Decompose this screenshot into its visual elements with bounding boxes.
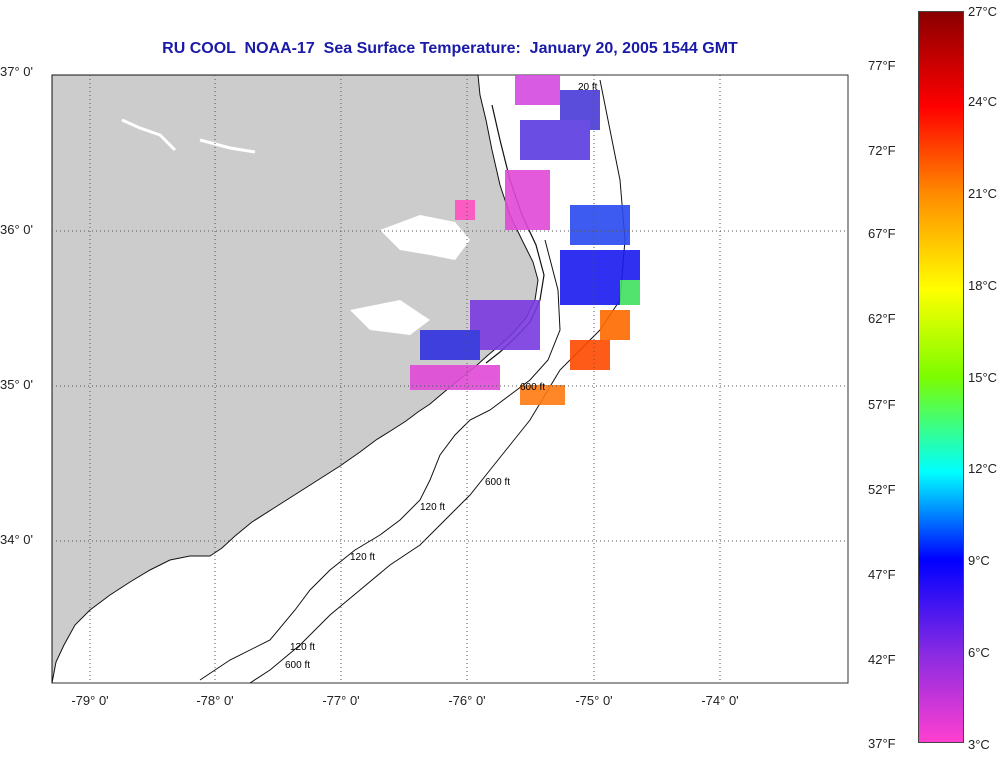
lon-label: -77° 0' [322,693,360,708]
isobath-label: 600 ft [485,477,510,488]
colorbar-celsius-label: 3°C [968,737,990,752]
colorbar-fahrenheit-label: 62°F [868,311,896,326]
colorbar-celsius-label: 24°C [968,94,998,109]
isobath-120 [199,239,561,681]
isobath-label: 120 ft [420,502,445,513]
lon-label: -75° 0' [575,693,613,708]
lon-label: -78° 0' [196,693,234,708]
colorbar-celsius-label: 15°C [968,370,998,385]
lon-label: -74° 0' [701,693,739,708]
isobath-label: 20 ft [578,82,598,93]
colorbar-fahrenheit-label: 57°F [868,397,896,412]
sound-inlet [380,215,470,260]
colorbar-celsius-label: 18°C [968,278,998,293]
colorbar-fahrenheit-label: 77°F [868,58,896,73]
lat-label: 36° 0' [0,222,33,237]
map-title: RU COOL NOAA-17 Sea Surface Temperature:… [162,40,738,57]
river [121,118,256,154]
colorbar-celsius-label: 9°C [968,553,990,568]
colorbar-celsius-label: 6°C [968,645,990,660]
lon-label: -76° 0' [448,693,486,708]
colorbar-fahrenheit-label: 72°F [868,143,896,158]
colorbar-fahrenheit-label: 67°F [868,226,896,241]
colorbar-fahrenheit-label: 37°F [868,736,896,751]
colorbar-fahrenheit-label: 42°F [868,652,896,667]
sst-data-layer [410,75,640,405]
isobath-label: 120 ft [290,642,315,653]
lat-label: 34° 0' [0,532,33,547]
sound-inlet [350,300,430,335]
colorbar-fahrenheit-label: 52°F [868,482,896,497]
lat-label: 35° 0' [0,377,33,392]
colorbar-celsius-label: 21°C [968,186,998,201]
lat-label: 37° 0' [0,64,33,79]
isobath-label: 600 ft [285,660,310,671]
lon-label: -79° 0' [71,693,109,708]
colorbar-fahrenheit-label: 47°F [868,567,896,582]
temperature-colorbar [918,11,964,743]
isobath-label: 120 ft [350,552,375,563]
isobath-label: 600 ft [520,382,545,393]
grid-lines [52,75,848,683]
colorbar-celsius-label: 27°C [968,4,998,19]
colorbar-celsius-label: 12°C [968,461,998,476]
